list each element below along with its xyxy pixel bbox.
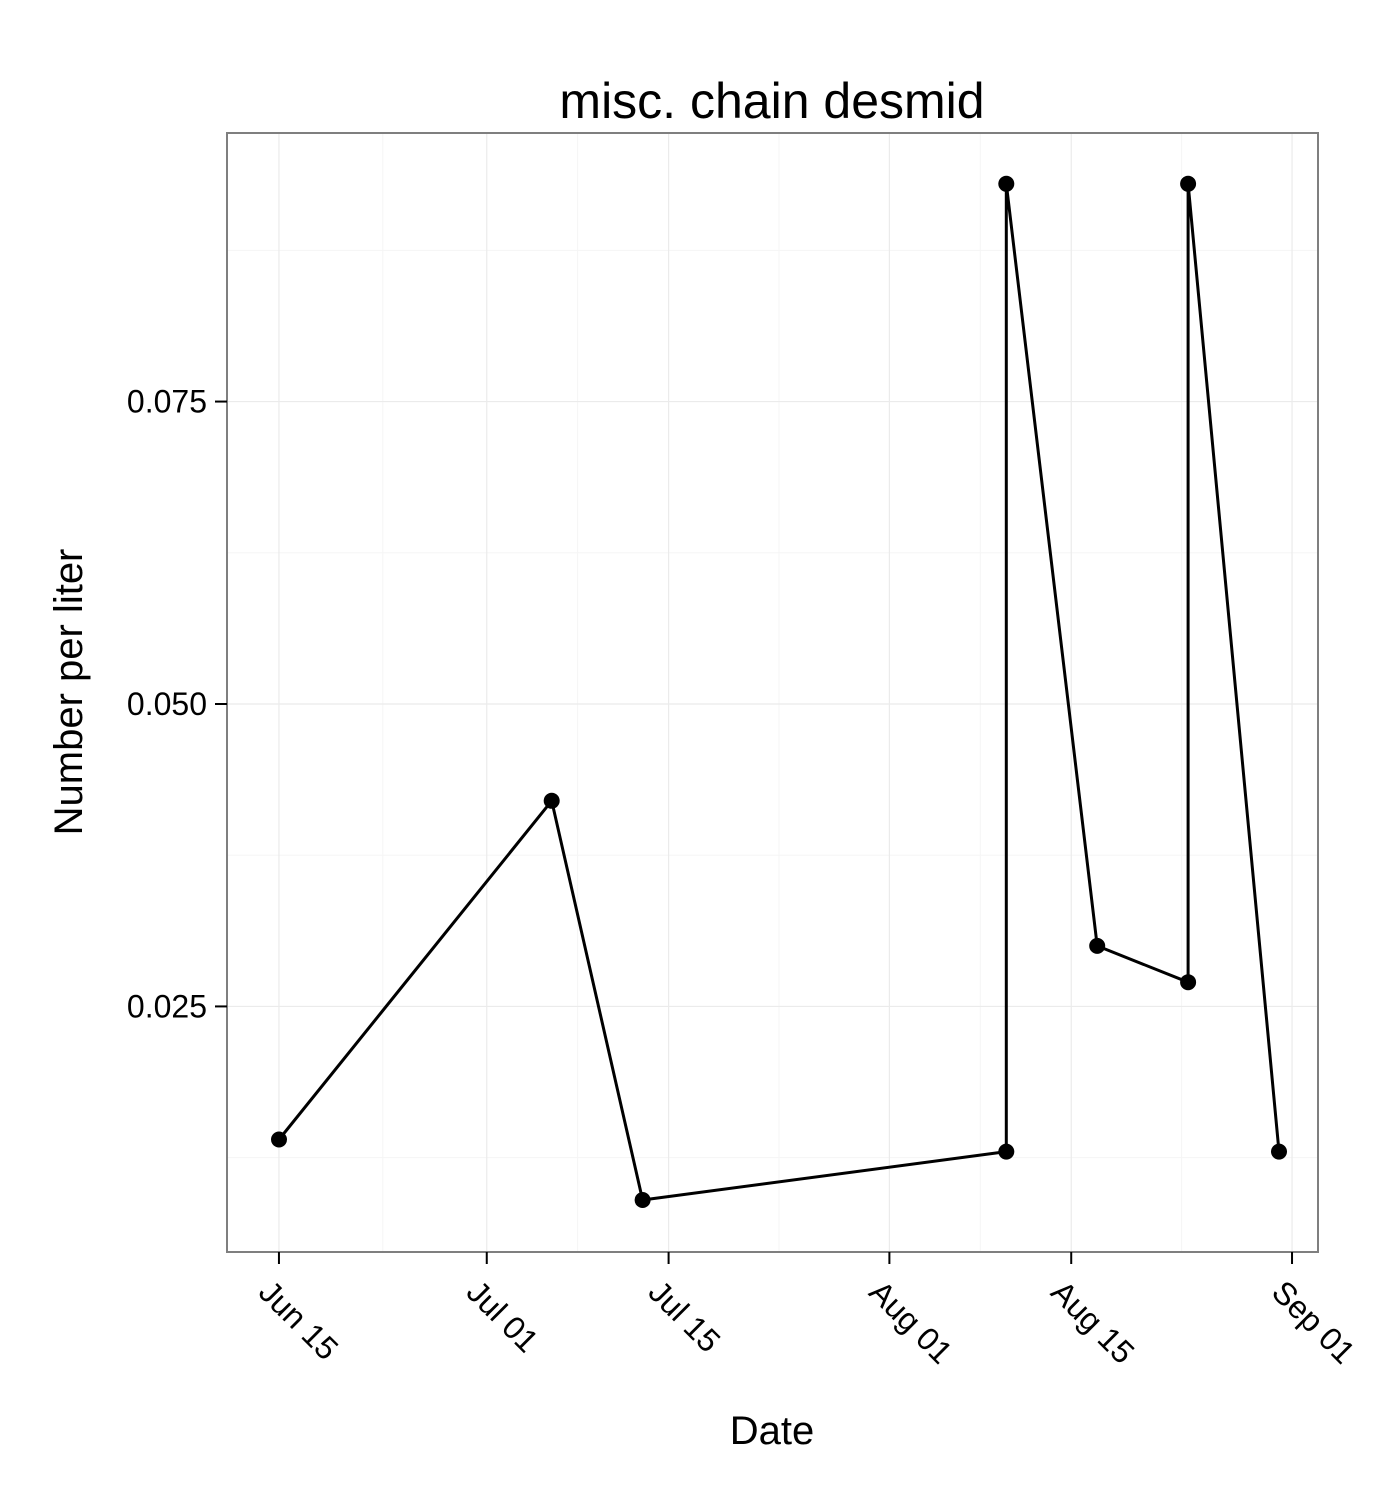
data-point: [1089, 937, 1106, 954]
data-point: [634, 1192, 651, 1208]
plot-panel: [227, 133, 1318, 1252]
y-axis-title: Number per liter: [47, 549, 91, 836]
panel-border: [226, 132, 1319, 1253]
data-point: [543, 792, 560, 809]
data-point: [1180, 974, 1197, 991]
data-point: [998, 175, 1015, 192]
data-point: [998, 1143, 1015, 1160]
data-series: [271, 175, 1287, 1208]
y-tick-label: 0.075: [127, 384, 207, 420]
data-point: [271, 1131, 287, 1148]
y-tick-label: 0.050: [127, 686, 207, 722]
chart-title: misc. chain desmid: [559, 73, 984, 129]
y-tick-label: 0.025: [127, 988, 207, 1024]
data-point: [1180, 175, 1197, 192]
x-axis-title: Date: [730, 1409, 815, 1453]
data-point: [1271, 1143, 1287, 1160]
grid: [227, 133, 1318, 1252]
